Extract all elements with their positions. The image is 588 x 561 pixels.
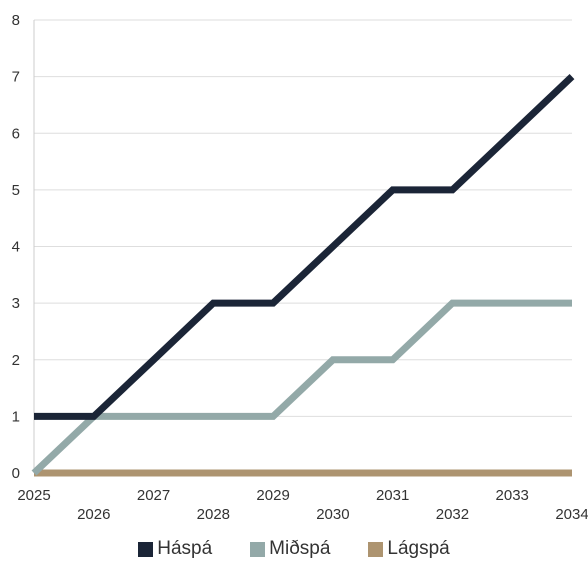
series-line-0: [34, 74, 575, 420]
x-tick-label: 2029: [256, 487, 289, 504]
y-tick-label: 6: [12, 125, 20, 142]
legend-item-midspa: Miðspá: [250, 538, 330, 560]
x-tick-label: 2028: [197, 506, 230, 523]
legend: Háspá Miðspá Lágspá: [0, 538, 588, 560]
x-axis-ticks: 2025 2026 2027 2028 2029 2030 2031 2032 2033 2034: [17, 487, 588, 523]
x-tick-label: 2025: [17, 487, 50, 504]
y-tick-label: 7: [12, 69, 20, 86]
y-axis-ticks: 0 1 2 3 4 5 6 7 8: [12, 12, 20, 482]
legend-swatch: [368, 541, 384, 557]
x-tick-label: 2031: [376, 487, 409, 504]
x-tick-label: 2034: [555, 506, 588, 523]
legend-item-lagspa: Lágspá: [368, 538, 450, 560]
y-tick-label: 3: [12, 295, 20, 312]
x-tick-label: 2027: [137, 487, 170, 504]
legend-label: Háspá: [157, 538, 213, 559]
series-lines: [31, 74, 575, 477]
y-tick-label: 0: [12, 465, 20, 482]
y-tick-label: 2: [12, 352, 20, 369]
x-tick-label: 2026: [77, 506, 110, 523]
y-tick-label: 1: [12, 408, 20, 425]
y-tick-label: 8: [12, 12, 20, 29]
gridlines: [34, 19, 572, 417]
x-tick-label: 2030: [316, 506, 349, 523]
y-tick-label: 5: [12, 182, 20, 199]
legend-swatch: [138, 541, 154, 557]
x-tick-label: 2033: [496, 487, 529, 504]
x-tick-label: 2032: [436, 506, 469, 523]
legend-swatch: [250, 541, 266, 557]
legend-label: Lágspá: [387, 538, 450, 559]
series-line-1: [31, 299, 572, 476]
legend-label: Miðspá: [269, 538, 331, 559]
legend-item-hasspa: Háspá: [138, 538, 212, 560]
y-tick-label: 4: [12, 239, 20, 256]
